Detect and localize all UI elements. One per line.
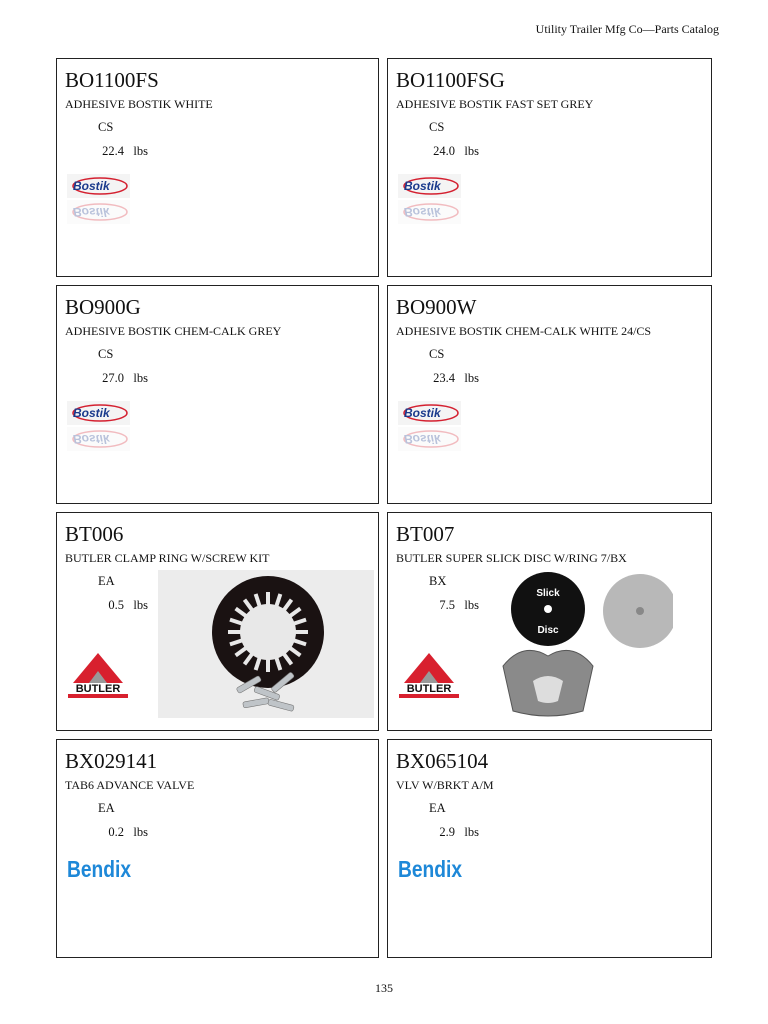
svg-text:Bostik: Bostik [73,406,111,420]
product-card: BT006 BUTLER CLAMP RING W/SCREW KIT EA 0… [56,512,379,731]
part-number: BT006 [65,522,124,546]
weight: 23.4 lbs [429,371,479,386]
page-number: 135 [375,981,393,995]
weight-unit: lbs [133,598,148,612]
weight-unit: lbs [464,144,479,158]
unit-of-measure: BX [429,574,447,588]
butler-logo: BUTLER [398,651,461,703]
part-number: BO1100FS [65,68,159,92]
weight-unit: lbs [133,825,148,839]
weight-value: 0.2 [108,825,125,839]
product-card: BO1100FSG ADHESIVE BOSTIK FAST SET GREY … [387,58,712,277]
weight-unit: lbs [133,371,148,385]
part-description: BUTLER CLAMP RING W/SCREW KIT [65,551,270,565]
weight: 22.4 lbs [98,144,148,159]
svg-text:BUTLER: BUTLER [76,683,121,695]
unit-of-measure: CS [429,120,445,134]
part-number: BO1100FSG [396,68,505,92]
unit-of-measure: EA [98,801,115,815]
unit-of-measure: EA [429,801,446,815]
svg-text:Disc: Disc [537,625,559,636]
unit-of-measure: CS [429,347,445,361]
weight-unit: lbs [464,825,479,839]
svg-text:Bostik: Bostik [73,179,111,193]
bostik-logo: Bostik Bostik [67,174,130,226]
part-number: BX029141 [65,749,158,773]
svg-text:Bendix: Bendix [398,856,462,882]
part-description: ADHESIVE BOSTIK CHEM-CALK WHITE 24/CS [396,324,652,338]
catalog-header: Utility Trailer Mfg Co—Parts Catalog [535,22,719,36]
part-description: ADHESIVE BOSTIK CHEM-CALK GREY [65,324,282,338]
svg-text:Bostik: Bostik [404,205,442,219]
svg-text:BUTLER: BUTLER [407,683,452,695]
product-card: BX065104 VLV W/BRKT A/M EA 2.9 lbs Bendi… [387,739,712,958]
weight-value: 27.0 [102,371,125,385]
svg-text:Bostik: Bostik [73,432,111,446]
part-description: BUTLER SUPER SLICK DISC W/RING 7/BX [396,551,627,565]
weight: 7.5 lbs [429,598,479,613]
svg-text:Bostik: Bostik [404,179,442,193]
weight-unit: lbs [464,598,479,612]
weight: 24.0 lbs [429,144,479,159]
svg-text:Bendix: Bendix [67,856,131,882]
svg-text:Slick: Slick [536,588,560,599]
part-number: BX065104 [396,749,489,773]
weight-value: 23.4 [433,371,456,385]
part-number: BT007 [396,522,455,546]
part-number: BO900G [65,295,141,319]
bostik-logo: Bostik Bostik [67,401,130,453]
part-description: TAB6 ADVANCE VALVE [65,778,195,792]
bendix-logo: Bendix [67,855,131,907]
unit-of-measure: CS [98,120,114,134]
part-description: ADHESIVE BOSTIK WHITE [65,97,213,111]
weight: 2.9 lbs [429,825,479,840]
weight-value: 24.0 [433,144,456,158]
bostik-logo: Bostik Bostik [398,401,461,453]
weight-value: 7.5 [439,598,456,612]
weight-unit: lbs [464,371,479,385]
svg-text:Bostik: Bostik [404,432,442,446]
weight-value: 0.5 [108,598,125,612]
svg-text:Bostik: Bostik [404,406,442,420]
product-card: BT007 BUTLER SUPER SLICK DISC W/RING 7/B… [387,512,712,731]
weight: 27.0 lbs [98,371,148,386]
product-card: BO900W ADHESIVE BOSTIK CHEM-CALK WHITE 2… [387,285,712,504]
weight: 0.2 lbs [98,825,148,840]
weight: 0.5 lbs [98,598,148,613]
product-card: BX029141 TAB6 ADVANCE VALVE EA 0.2 lbs B… [56,739,379,958]
weight-value: 2.9 [439,825,456,839]
part-description: VLV W/BRKT A/M [396,778,494,792]
bendix-logo: Bendix [398,855,462,907]
part-number: BO900W [396,295,477,319]
unit-of-measure: CS [98,347,114,361]
bostik-logo: Bostik Bostik [398,174,461,226]
svg-text:Bostik: Bostik [73,205,111,219]
part-description: ADHESIVE BOSTIK FAST SET GREY [396,97,594,111]
weight-unit: lbs [133,144,148,158]
butler-logo: BUTLER [67,651,130,703]
weight-value: 22.4 [102,144,125,158]
product-card: BO900G ADHESIVE BOSTIK CHEM-CALK GREY CS… [56,285,379,504]
unit-of-measure: EA [98,574,115,588]
product-card: BO1100FS ADHESIVE BOSTIK WHITE CS 22.4 l… [56,58,379,277]
